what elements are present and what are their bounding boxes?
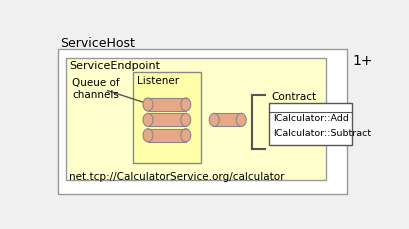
- Text: Queue of
channels: Queue of channels: [72, 78, 120, 100]
- Bar: [148, 98, 186, 111]
- Bar: [148, 113, 186, 126]
- Ellipse shape: [143, 129, 153, 142]
- Bar: [66, 58, 326, 180]
- Bar: [148, 129, 186, 142]
- Text: net.tcp://CalculatorService.org/calculator: net.tcp://CalculatorService.org/calculat…: [69, 172, 285, 182]
- Ellipse shape: [236, 113, 246, 126]
- Bar: [58, 49, 347, 194]
- Ellipse shape: [181, 113, 191, 126]
- Text: ICalculator::Add: ICalculator::Add: [273, 114, 349, 123]
- Ellipse shape: [143, 98, 153, 111]
- Text: ServiceEndpoint: ServiceEndpoint: [69, 61, 160, 71]
- Text: Listener: Listener: [137, 76, 179, 86]
- Bar: [214, 113, 241, 126]
- Text: ServiceHost: ServiceHost: [60, 37, 135, 50]
- Ellipse shape: [181, 129, 191, 142]
- Ellipse shape: [209, 113, 219, 126]
- Bar: [133, 72, 201, 163]
- Ellipse shape: [181, 98, 191, 111]
- Bar: [269, 103, 353, 144]
- Text: 1+: 1+: [353, 54, 373, 68]
- Text: Contract: Contract: [272, 92, 317, 102]
- Text: ICalculator::Subtract: ICalculator::Subtract: [273, 129, 371, 138]
- Ellipse shape: [143, 113, 153, 126]
